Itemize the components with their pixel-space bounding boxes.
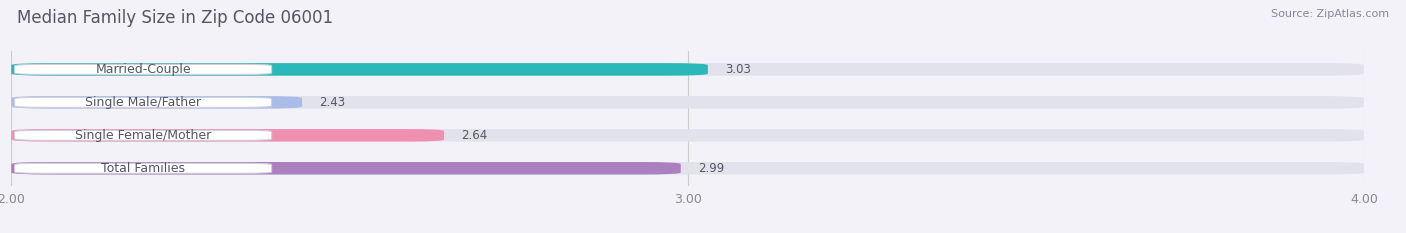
Text: Median Family Size in Zip Code 06001: Median Family Size in Zip Code 06001 (17, 9, 333, 27)
Text: 2.99: 2.99 (697, 162, 724, 175)
Text: 2.43: 2.43 (319, 96, 344, 109)
Text: Single Male/Father: Single Male/Father (86, 96, 201, 109)
FancyBboxPatch shape (11, 96, 1364, 109)
Text: 3.03: 3.03 (724, 63, 751, 76)
Text: Married-Couple: Married-Couple (96, 63, 191, 76)
FancyBboxPatch shape (14, 64, 271, 74)
Text: 2.64: 2.64 (461, 129, 488, 142)
Text: Single Female/Mother: Single Female/Mother (75, 129, 211, 142)
Text: Source: ZipAtlas.com: Source: ZipAtlas.com (1271, 9, 1389, 19)
FancyBboxPatch shape (11, 96, 302, 109)
FancyBboxPatch shape (14, 97, 271, 107)
FancyBboxPatch shape (11, 162, 681, 175)
FancyBboxPatch shape (14, 163, 271, 173)
FancyBboxPatch shape (11, 162, 1364, 175)
FancyBboxPatch shape (11, 129, 1364, 142)
FancyBboxPatch shape (11, 63, 1364, 76)
FancyBboxPatch shape (14, 130, 271, 140)
Text: Total Families: Total Families (101, 162, 186, 175)
FancyBboxPatch shape (11, 63, 707, 76)
FancyBboxPatch shape (11, 129, 444, 142)
